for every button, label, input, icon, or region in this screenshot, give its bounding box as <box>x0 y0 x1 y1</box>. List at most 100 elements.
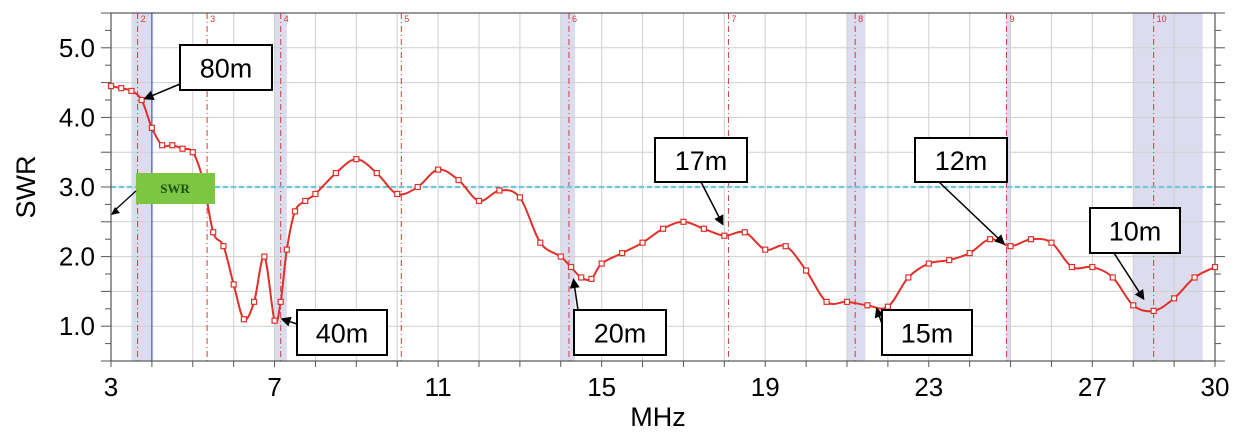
data-point <box>230 281 237 288</box>
data-point <box>261 253 268 260</box>
callout-label: 10m <box>1109 217 1162 247</box>
data-point <box>373 169 380 177</box>
data-point <box>516 194 523 201</box>
data-point <box>394 190 401 198</box>
data-point <box>1150 307 1157 314</box>
data-point <box>884 303 891 310</box>
data-point <box>1211 263 1219 271</box>
data-point <box>283 246 290 253</box>
data-point <box>843 298 851 305</box>
data-point <box>240 316 247 323</box>
data-point <box>1068 263 1075 271</box>
data-point <box>1171 295 1178 302</box>
data-point <box>588 275 595 282</box>
y-tick-label: 3.0 <box>59 172 95 202</box>
data-point <box>148 124 155 131</box>
callout-label: 80m <box>200 54 253 84</box>
callout-arrow <box>149 83 181 98</box>
swr-badge-label: SWR <box>160 181 190 196</box>
callout-arrowhead <box>569 278 580 289</box>
data-point <box>803 267 810 274</box>
band-marker-label: 2 <box>141 14 146 24</box>
data-point <box>220 243 227 250</box>
data-point <box>179 145 186 152</box>
data-point <box>946 256 953 264</box>
y-axis-title: SWR <box>11 156 41 219</box>
x-tick-label: 23 <box>914 372 943 402</box>
data-point <box>496 187 503 194</box>
data-point <box>659 225 667 232</box>
data-point <box>925 260 932 267</box>
plot-area: 2 3 4 5 6 7 8 9 101.02.03.04.05.03 7 11 15 19 23 27 30 <box>59 12 1229 402</box>
callout-arrowhead <box>143 90 155 100</box>
band-marker-label: 8 <box>858 14 863 24</box>
data-point <box>1027 236 1035 243</box>
data-point <box>823 298 830 305</box>
data-point <box>353 156 360 163</box>
data-point <box>312 190 319 198</box>
callout-arrowhead <box>280 316 292 327</box>
callout-arrow <box>573 284 579 311</box>
data-point <box>169 142 176 149</box>
x-tick-label: 27 <box>1078 372 1107 402</box>
callout-box <box>654 137 748 183</box>
x-tick-label: 7 <box>267 372 281 402</box>
callout-label: 40m <box>316 319 369 349</box>
data-point <box>598 260 605 267</box>
callout-label: 12m <box>935 146 988 176</box>
callout-arrowhead <box>994 234 1006 245</box>
callout-label: 15m <box>901 319 954 349</box>
data-point <box>138 96 145 104</box>
data-point <box>639 239 646 246</box>
data-point <box>782 243 789 250</box>
data-point <box>118 85 125 92</box>
band-marker-label: 6 <box>572 14 577 24</box>
data-point <box>700 225 707 232</box>
data-point <box>741 229 748 236</box>
x-tick-label: 3 <box>104 372 118 402</box>
data-point <box>721 232 728 239</box>
data-point <box>435 166 442 173</box>
data-point <box>537 239 544 246</box>
y-tick-label: 5.0 <box>59 33 95 63</box>
callout-box <box>573 309 667 356</box>
callout-box <box>881 309 973 356</box>
callout-label: 20m <box>594 319 647 349</box>
data-point <box>1130 302 1137 309</box>
swr-badge <box>136 173 215 204</box>
data-point <box>1007 243 1014 250</box>
annotations-layer: SWR 80m 40m 20m 17m 15m 12m 10m <box>111 44 1181 356</box>
data-point <box>987 236 994 243</box>
band-marker-label: 4 <box>284 14 289 24</box>
band-marker-label: 5 <box>404 14 409 24</box>
data-point <box>557 253 564 260</box>
callout-label: 17m <box>675 146 728 176</box>
data-point <box>107 82 115 90</box>
callout-arrowhead <box>1134 289 1145 301</box>
callout-box <box>296 309 388 356</box>
data-point <box>905 274 912 281</box>
data-point <box>864 302 871 309</box>
swr-badge-arrowhead <box>111 207 120 215</box>
band-marker-label: 3 <box>210 14 215 24</box>
x-axis-title: MHz <box>630 402 686 432</box>
data-point <box>1109 274 1116 281</box>
y-tick-label: 4.0 <box>59 102 95 132</box>
band-marker-label: 9 <box>1009 14 1014 24</box>
data-point <box>455 176 462 184</box>
y-tick-label: 1.0 <box>59 311 95 341</box>
data-point <box>1048 239 1055 246</box>
data-point <box>966 250 973 257</box>
callout-box <box>179 44 273 91</box>
data-point <box>1191 274 1198 281</box>
swr-badge-arrow <box>113 190 137 212</box>
band-marker-label: 7 <box>731 14 736 24</box>
data-point <box>128 87 135 95</box>
data-point <box>271 317 278 324</box>
data-point <box>210 229 217 236</box>
data-point <box>159 142 166 149</box>
data-point <box>251 298 258 305</box>
callout-arrow <box>700 181 721 220</box>
data-point <box>578 274 585 281</box>
